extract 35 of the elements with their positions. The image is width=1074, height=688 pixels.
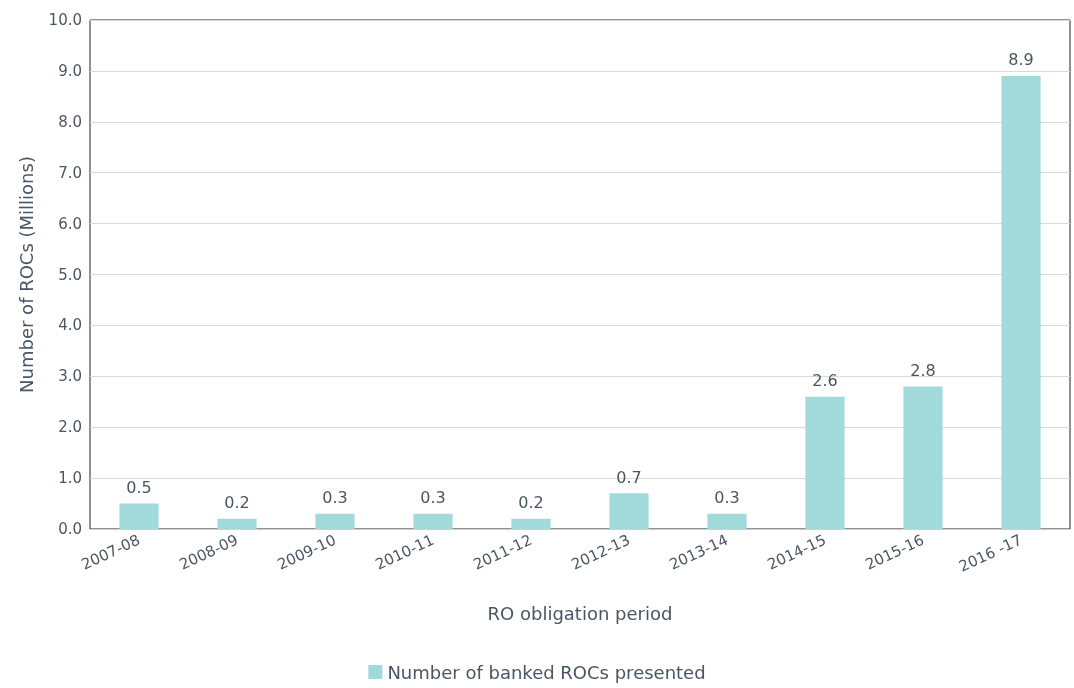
data-label: 2.8 xyxy=(910,360,936,380)
bar xyxy=(1001,75,1041,529)
data-label: 0.3 xyxy=(714,488,740,508)
bar xyxy=(217,518,257,529)
y-tick-label: 1.0 xyxy=(58,469,82,488)
y-tick-label: 6.0 xyxy=(58,214,82,233)
y-tick-label: 4.0 xyxy=(58,316,82,335)
bar xyxy=(903,386,943,529)
bar xyxy=(315,513,355,529)
bar xyxy=(609,493,649,529)
legend-label: Number of banked ROCs presented xyxy=(387,661,706,683)
y-tick-label: 2.0 xyxy=(58,418,82,437)
y-tick-label: 0.0 xyxy=(58,520,82,538)
data-label: 0.3 xyxy=(322,488,348,508)
y-tick-label: 10.0 xyxy=(48,11,82,29)
bar xyxy=(119,503,159,529)
y-tick-label: 8.0 xyxy=(58,112,82,131)
x-axis-title: RO obligation period xyxy=(487,602,673,624)
bar xyxy=(707,513,747,529)
data-label: 0.5 xyxy=(126,478,152,498)
y-tick-label: 7.0 xyxy=(58,163,82,182)
y-tick-label: 5.0 xyxy=(58,265,82,284)
bar xyxy=(511,518,551,529)
y-axis-title: Number of ROCs (Millions) xyxy=(15,156,37,393)
data-label: 0.7 xyxy=(616,467,642,487)
bar xyxy=(413,513,453,529)
data-label: 2.6 xyxy=(812,371,838,391)
data-label: 8.9 xyxy=(1008,50,1034,70)
y-tick-label: 9.0 xyxy=(58,61,82,80)
data-label: 0.3 xyxy=(420,488,446,508)
bar xyxy=(805,396,845,529)
y-tick-label: 3.0 xyxy=(58,367,82,386)
x-tick-label: 2016 -17 xyxy=(956,530,1025,576)
data-label: 0.2 xyxy=(224,493,250,513)
data-label: 0.2 xyxy=(518,493,544,513)
